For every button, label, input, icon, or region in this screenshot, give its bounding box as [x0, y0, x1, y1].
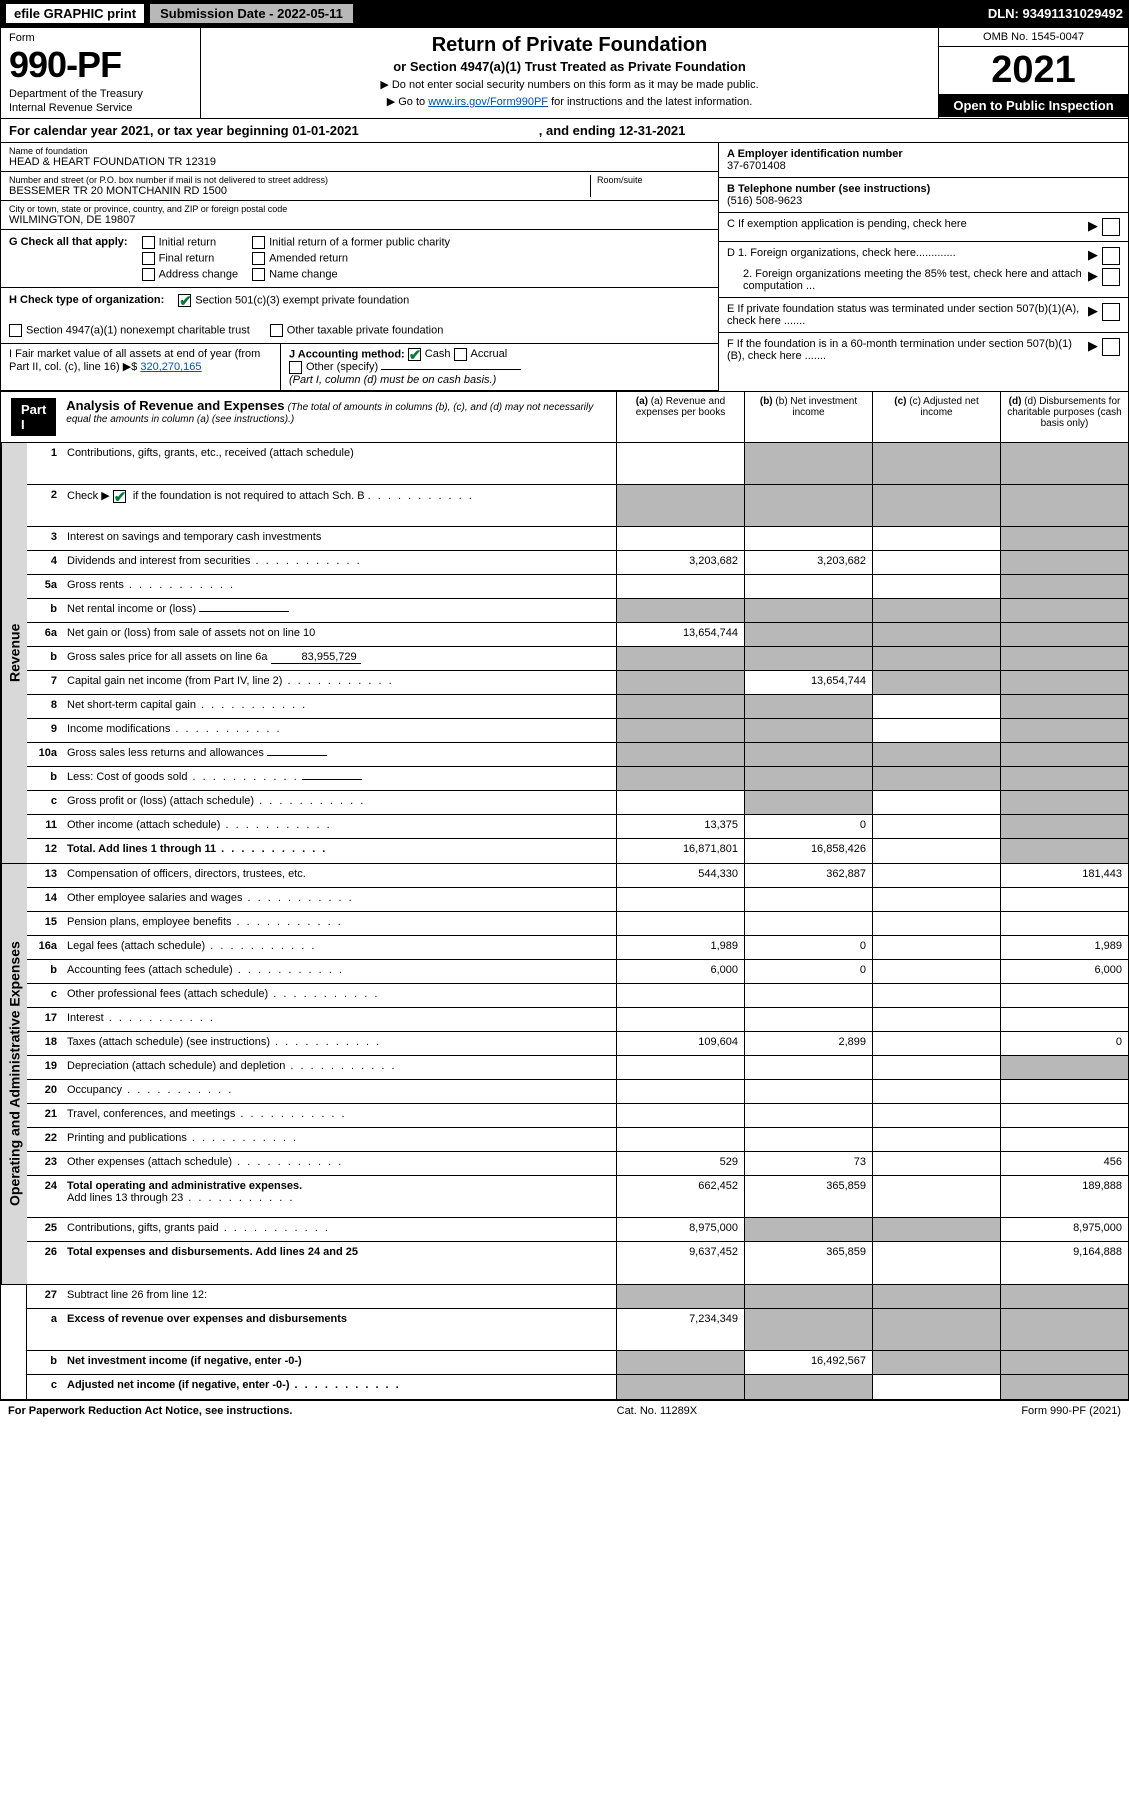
footer-paperwork: For Paperwork Reduction Act Notice, see …: [8, 1405, 292, 1417]
cb-status-terminated[interactable]: [1102, 303, 1120, 321]
r4-b: 3,203,682: [744, 551, 872, 574]
section-e: E If private foundation status was termi…: [727, 303, 1084, 327]
cb-name-change[interactable]: Name change: [252, 268, 450, 281]
r4-a: 3,203,682: [616, 551, 744, 574]
footer-formref: Form 990-PF (2021): [1021, 1405, 1121, 1417]
part1-header: Part I Analysis of Revenue and Expenses …: [0, 392, 1129, 443]
footer-catno: Cat. No. 11289X: [617, 1405, 698, 1417]
cb-final-return[interactable]: Final return: [142, 252, 239, 265]
expenses-section: Operating and Administrative Expenses 13…: [0, 864, 1129, 1285]
r6b-val: 83,955,729: [271, 651, 361, 664]
submission-date: Submission Date - 2022-05-11: [150, 4, 353, 23]
revenue-side-label: Revenue: [1, 443, 27, 863]
open-public-badge: Open to Public Inspection: [939, 94, 1128, 117]
col-a-head: (a) (a) Revenue and expenses per books: [616, 392, 744, 442]
r12-b: 16,858,426: [744, 839, 872, 863]
city-state-zip: WILMINGTON, DE 19807: [9, 214, 710, 226]
part1-title: Analysis of Revenue and Expenses: [66, 398, 284, 413]
col-d-head: (d) (d) Disbursements for charitable pur…: [1000, 392, 1128, 442]
cb-60month[interactable]: [1102, 338, 1120, 356]
form-header: Form 990-PF Department of the Treasury I…: [0, 27, 1129, 119]
form-label: Form: [9, 32, 192, 44]
revenue-section: Revenue 1Contributions, gifts, grants, e…: [0, 443, 1129, 864]
ein-value: 37-6701408: [727, 160, 1120, 172]
city-label: City or town, state or province, country…: [9, 204, 710, 214]
cb-accrual[interactable]: Accrual: [454, 348, 508, 360]
section-i-label: I Fair market value of all assets at end…: [9, 348, 260, 373]
phone-value: (516) 508-9623: [727, 195, 1120, 207]
cb-initial-return[interactable]: Initial return: [142, 236, 239, 249]
r11-b: 0: [744, 815, 872, 838]
ein-label: A Employer identification number: [727, 148, 1120, 160]
cb-501c3[interactable]: Section 501(c)(3) exempt private foundat…: [178, 294, 409, 307]
expenses-side-label: Operating and Administrative Expenses: [1, 864, 27, 1284]
instructions-link[interactable]: www.irs.gov/Form990PF: [428, 96, 548, 108]
instr-goto: ▶ Go to www.irs.gov/Form990PF for instru…: [211, 95, 928, 108]
cb-foreign-org[interactable]: [1102, 247, 1120, 265]
cb-address-change[interactable]: Address change: [142, 268, 239, 281]
section-h: H Check type of organization: Section 50…: [1, 288, 718, 344]
summary-section: 27Subtract line 26 from line 12: aExcess…: [0, 1285, 1129, 1400]
form-title: Return of Private Foundation: [211, 34, 928, 57]
r12-a: 16,871,801: [616, 839, 744, 863]
phone-label: B Telephone number (see instructions): [727, 183, 1120, 195]
section-f: F If the foundation is in a 60-month ter…: [727, 338, 1084, 362]
r11-a: 13,375: [616, 815, 744, 838]
cb-schb-not-required[interactable]: [113, 490, 126, 503]
cb-amended-return[interactable]: Amended return: [252, 252, 450, 265]
cb-cash[interactable]: Cash: [408, 348, 451, 360]
cb-initial-former[interactable]: Initial return of a former public charit…: [252, 236, 450, 249]
instr-ssn: ▶ Do not enter social security numbers o…: [211, 78, 928, 91]
col-c-head: (c) (c) Adjusted net income: [872, 392, 1000, 442]
tax-year: 2021: [939, 47, 1128, 94]
omb-number: OMB No. 1545-0047: [939, 28, 1128, 47]
efile-badge[interactable]: efile GRAPHIC print: [6, 4, 144, 23]
cb-4947a1[interactable]: Section 4947(a)(1) nonexempt charitable …: [9, 324, 250, 337]
dept-irs: Internal Revenue Service: [9, 102, 192, 114]
addr-label: Number and street (or P.O. box number if…: [9, 175, 590, 185]
form-number: 990-PF: [9, 44, 192, 86]
dept-treasury: Department of the Treasury: [9, 88, 192, 100]
entity-info: Name of foundation HEAD & HEART FOUNDATI…: [0, 143, 1129, 392]
street-address: BESSEMER TR 20 MONTCHANIN RD 1500: [9, 185, 590, 197]
dln: DLN: 93491131029492: [988, 6, 1123, 21]
section-d1: D 1. Foreign organizations, check here..…: [727, 247, 1084, 265]
cb-other-taxable[interactable]: Other taxable private foundation: [270, 324, 444, 337]
foundation-name: HEAD & HEART FOUNDATION TR 12319: [9, 156, 710, 168]
cb-other-method[interactable]: Other (specify): [289, 361, 378, 373]
r6a-a: 13,654,744: [616, 623, 744, 646]
section-c: C If exemption application is pending, c…: [727, 218, 1084, 236]
col-b-head: (b) (b) Net investment income: [744, 392, 872, 442]
part1-badge: Part I: [11, 398, 56, 436]
page-footer: For Paperwork Reduction Act Notice, see …: [0, 1400, 1129, 1421]
fmv-value[interactable]: 320,270,165: [140, 361, 201, 373]
cb-85pct-test[interactable]: [1102, 268, 1120, 286]
j-note: (Part I, column (d) must be on cash basi…: [289, 374, 496, 386]
room-label: Room/suite: [597, 175, 710, 185]
form-subtitle: or Section 4947(a)(1) Trust Treated as P…: [211, 59, 928, 74]
r7-b: 13,654,744: [744, 671, 872, 694]
calendar-year-row: For calendar year 2021, or tax year begi…: [0, 119, 1129, 143]
name-label: Name of foundation: [9, 146, 710, 156]
section-d2: 2. Foreign organizations meeting the 85%…: [727, 268, 1084, 292]
section-g: G Check all that apply: Initial return F…: [1, 230, 718, 288]
cb-exemption-pending[interactable]: [1102, 218, 1120, 236]
top-bar: efile GRAPHIC print Submission Date - 20…: [0, 0, 1129, 27]
